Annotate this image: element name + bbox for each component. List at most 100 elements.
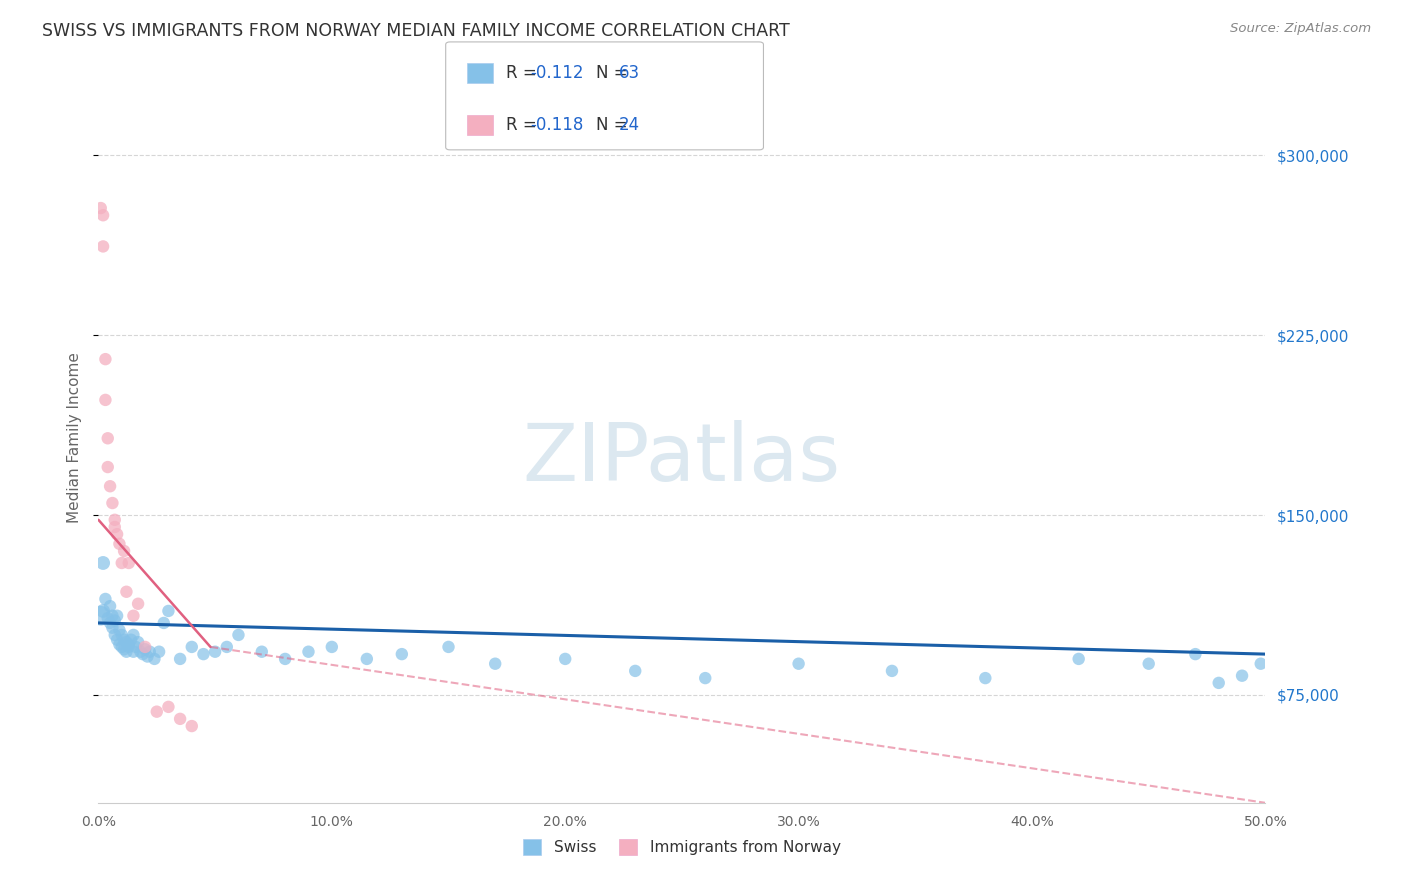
Point bbox=[437, 640, 460, 654]
Point bbox=[180, 719, 202, 733]
Point bbox=[1230, 669, 1253, 683]
Point bbox=[215, 640, 238, 654]
Point bbox=[157, 699, 180, 714]
Point bbox=[104, 628, 127, 642]
Point bbox=[169, 712, 191, 726]
Point bbox=[91, 604, 114, 618]
Point bbox=[97, 431, 120, 445]
Point bbox=[143, 652, 166, 666]
Point bbox=[115, 635, 138, 649]
Point bbox=[101, 608, 124, 623]
Point bbox=[146, 705, 169, 719]
Point bbox=[169, 652, 191, 666]
Point bbox=[105, 527, 128, 541]
Point bbox=[134, 642, 156, 657]
Point bbox=[1208, 676, 1230, 690]
Point bbox=[484, 657, 506, 671]
Point bbox=[148, 645, 170, 659]
Point bbox=[101, 496, 124, 510]
Point bbox=[391, 647, 413, 661]
Point bbox=[108, 623, 131, 637]
Point bbox=[97, 611, 120, 625]
Point bbox=[108, 638, 131, 652]
Point bbox=[94, 352, 117, 367]
Point bbox=[228, 628, 250, 642]
Point bbox=[787, 657, 810, 671]
Point bbox=[127, 635, 149, 649]
Point bbox=[132, 647, 155, 661]
Point bbox=[1250, 657, 1272, 671]
Text: ZIPatlas: ZIPatlas bbox=[523, 420, 841, 498]
Point bbox=[112, 544, 135, 558]
Text: N =: N = bbox=[596, 64, 633, 82]
Point bbox=[98, 599, 121, 614]
Point bbox=[122, 628, 145, 642]
Point bbox=[193, 647, 215, 661]
Point bbox=[880, 664, 903, 678]
Point bbox=[624, 664, 647, 678]
Point bbox=[1184, 647, 1206, 661]
Text: -0.118: -0.118 bbox=[530, 116, 583, 134]
Point bbox=[139, 645, 162, 659]
Point bbox=[115, 645, 138, 659]
Point bbox=[98, 479, 121, 493]
Point bbox=[91, 556, 114, 570]
Point bbox=[204, 645, 226, 659]
Point bbox=[1067, 652, 1090, 666]
Point bbox=[157, 604, 180, 618]
Point bbox=[104, 513, 127, 527]
Point bbox=[94, 392, 117, 407]
Legend: Swiss, Immigrants from Norway: Swiss, Immigrants from Norway bbox=[517, 833, 846, 861]
Point bbox=[1137, 657, 1160, 671]
Point bbox=[152, 615, 174, 630]
Point bbox=[112, 632, 135, 647]
Point bbox=[94, 591, 117, 606]
Point bbox=[180, 640, 202, 654]
Point bbox=[111, 628, 134, 642]
Text: R =: R = bbox=[506, 64, 543, 82]
Point bbox=[122, 608, 145, 623]
Point bbox=[104, 614, 127, 628]
Point bbox=[104, 520, 127, 534]
Point bbox=[297, 645, 319, 659]
Point bbox=[554, 652, 576, 666]
Point bbox=[125, 640, 148, 654]
Point bbox=[105, 608, 128, 623]
Text: -0.112: -0.112 bbox=[530, 64, 583, 82]
Point bbox=[91, 208, 114, 222]
Point bbox=[120, 632, 142, 647]
Point bbox=[321, 640, 343, 654]
Text: 63: 63 bbox=[619, 64, 640, 82]
Point bbox=[112, 642, 135, 657]
Point bbox=[108, 537, 131, 551]
Point bbox=[111, 640, 134, 654]
Point bbox=[101, 621, 124, 635]
Point bbox=[98, 615, 121, 630]
Point bbox=[91, 239, 114, 253]
Point bbox=[118, 638, 141, 652]
Point bbox=[118, 640, 141, 654]
Point bbox=[129, 645, 152, 659]
Point bbox=[127, 597, 149, 611]
Point bbox=[90, 608, 112, 623]
Text: R =: R = bbox=[506, 116, 543, 134]
Point bbox=[695, 671, 717, 685]
Point bbox=[974, 671, 997, 685]
Text: 24: 24 bbox=[619, 116, 640, 134]
Text: N =: N = bbox=[596, 116, 633, 134]
Point bbox=[105, 632, 128, 647]
Point bbox=[90, 201, 112, 215]
Point bbox=[136, 649, 159, 664]
Point bbox=[134, 640, 156, 654]
Point bbox=[122, 645, 145, 659]
Point bbox=[356, 652, 378, 666]
Y-axis label: Median Family Income: Median Family Income bbox=[67, 351, 83, 523]
Text: SWISS VS IMMIGRANTS FROM NORWAY MEDIAN FAMILY INCOME CORRELATION CHART: SWISS VS IMMIGRANTS FROM NORWAY MEDIAN F… bbox=[42, 22, 790, 40]
Point bbox=[274, 652, 297, 666]
Text: Source: ZipAtlas.com: Source: ZipAtlas.com bbox=[1230, 22, 1371, 36]
Point bbox=[111, 556, 134, 570]
Point bbox=[250, 645, 273, 659]
Point bbox=[115, 584, 138, 599]
Point bbox=[118, 556, 141, 570]
Point bbox=[97, 460, 120, 475]
